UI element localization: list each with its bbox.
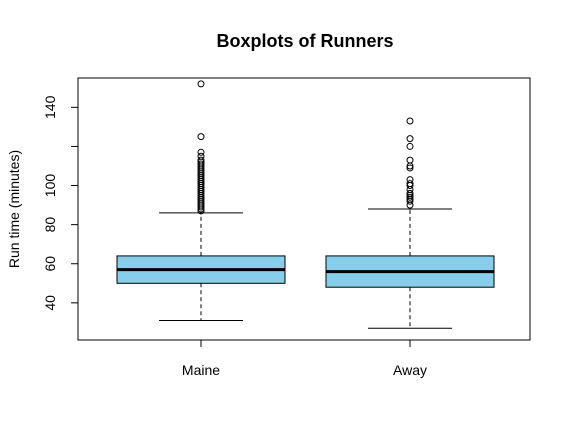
y-tick-label: 80	[42, 217, 58, 233]
outlier-point	[197, 156, 205, 164]
y-tick-label: 40	[42, 295, 58, 311]
y-tick-label: 100	[42, 174, 58, 198]
outlier-point	[406, 156, 414, 164]
y-axis: 40 60 80 100 140	[42, 95, 79, 311]
x-tick-label: Maine	[182, 362, 220, 378]
box-maine	[116, 80, 286, 321]
outlier-point	[406, 189, 414, 197]
x-tick-label: Away	[393, 362, 427, 378]
x-axis: Maine Away	[182, 340, 427, 378]
boxes-group	[116, 80, 495, 329]
outlier-point	[406, 135, 414, 143]
outlier-point	[197, 148, 205, 156]
plot-frame	[77, 77, 531, 341]
outlier-point	[406, 117, 414, 125]
outlier-point	[406, 164, 414, 172]
outlier-point	[197, 152, 205, 160]
outlier-point	[197, 160, 205, 168]
outlier-point	[197, 80, 205, 88]
outlier-point	[197, 133, 205, 141]
outlier-point	[406, 180, 414, 188]
y-tick-label: 140	[42, 95, 58, 119]
y-axis-label: Run time (minutes)	[6, 150, 22, 268]
y-tick-label: 60	[42, 256, 58, 272]
box-away	[325, 117, 495, 329]
outlier-point	[406, 142, 414, 150]
chart-title: Boxplots of Runners	[216, 31, 393, 51]
outlier-point	[406, 193, 414, 201]
outlier-point	[406, 176, 414, 184]
